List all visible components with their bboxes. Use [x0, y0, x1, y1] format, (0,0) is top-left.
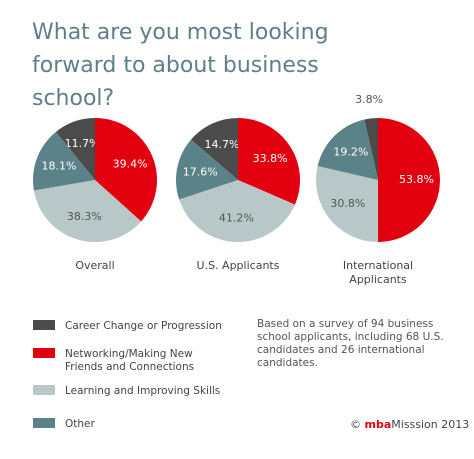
slice-label: 30.8%: [330, 197, 365, 210]
legend-swatch: [33, 348, 55, 358]
legend-swatch: [33, 418, 55, 428]
slice-label: 19.2%: [333, 146, 368, 159]
slice-label: 18.1%: [42, 160, 77, 173]
slice-label: 33.8%: [253, 152, 288, 165]
pie-title: International Applicants: [342, 259, 414, 286]
legend-item: Networking/Making New Friends and Connec…: [33, 348, 223, 374]
pie-slice: [378, 118, 440, 242]
pie-slice: [238, 118, 300, 205]
legend-label: Career Change or Progression: [65, 320, 222, 332]
legend-swatch: [33, 320, 55, 330]
pie-slice: [33, 180, 142, 242]
legend-label: Learning and Improving Skills: [65, 385, 221, 397]
slice-label: 11.7%: [65, 137, 100, 150]
legend-label: Other: [65, 418, 95, 430]
slice-label: 3.8%: [355, 93, 383, 106]
credit: © mbaMisssion 2013: [350, 418, 469, 431]
pie-slice: [179, 180, 295, 242]
credit-year: 2013: [441, 418, 470, 431]
title: What are you most looking forward to abo…: [32, 20, 329, 111]
legend-swatch: [33, 385, 55, 395]
credit-brand: Misssion: [391, 418, 438, 431]
pie-title: U.S. Applicants: [196, 259, 280, 272]
note: Based on a survey of 94 business school …: [257, 318, 444, 369]
legend-item: Other: [33, 418, 223, 431]
pie-title: Overall: [75, 259, 115, 272]
credit-symbol: ©: [350, 418, 361, 431]
legend-item: Career Change or Progression: [33, 320, 223, 333]
pie-slice: [55, 118, 95, 180]
pie-slice: [316, 166, 378, 242]
slice-label: 39.4%: [113, 157, 148, 170]
slice-label: 41.2%: [219, 211, 254, 224]
pie-slice: [364, 118, 378, 180]
slice-label: 53.8%: [399, 173, 434, 186]
legend-label: Networking/Making New Friends and Connec…: [65, 348, 195, 373]
pie-slice: [317, 119, 378, 180]
credit-brand: mba: [364, 418, 392, 431]
pie-slice: [176, 139, 238, 200]
slice-label: 17.6%: [183, 166, 218, 179]
pie-slice: [190, 118, 238, 180]
legend-item: Learning and Improving Skills: [33, 385, 223, 398]
slice-label: 38.3%: [67, 210, 102, 223]
slice-label: 14.7%: [204, 138, 239, 151]
pie-slice: [95, 118, 158, 222]
pie-slice: [33, 131, 95, 191]
